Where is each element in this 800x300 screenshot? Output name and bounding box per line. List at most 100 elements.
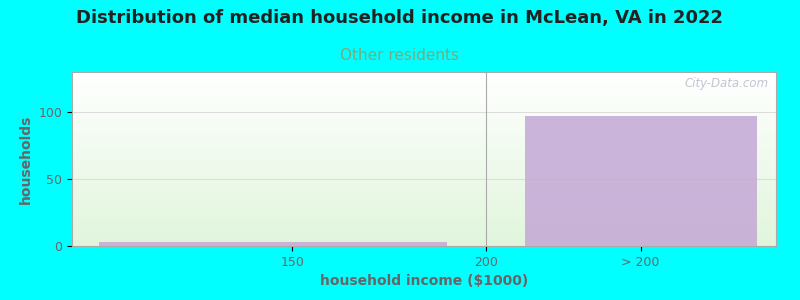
Bar xyxy=(72,139,776,140)
Bar xyxy=(72,79,776,80)
Bar xyxy=(72,132,776,133)
Bar xyxy=(72,199,776,200)
Bar xyxy=(72,168,776,169)
Bar xyxy=(72,170,776,171)
Bar xyxy=(72,177,776,178)
Bar xyxy=(72,184,776,185)
Bar xyxy=(72,217,776,218)
Bar xyxy=(72,228,776,229)
Bar xyxy=(72,81,776,82)
Bar xyxy=(72,161,776,162)
Bar xyxy=(72,187,776,188)
Bar xyxy=(72,220,776,221)
Bar xyxy=(72,115,776,116)
Bar xyxy=(72,141,776,142)
Bar xyxy=(72,209,776,210)
Bar xyxy=(72,121,776,122)
Bar xyxy=(72,223,776,224)
Bar xyxy=(72,207,776,208)
Bar xyxy=(525,116,757,246)
Bar xyxy=(72,186,776,187)
Bar xyxy=(72,231,776,232)
Bar xyxy=(72,174,776,175)
Bar xyxy=(72,175,776,176)
Bar xyxy=(72,198,776,199)
Bar xyxy=(72,226,776,227)
Bar xyxy=(72,242,776,243)
Bar xyxy=(72,182,776,183)
Bar xyxy=(72,206,776,207)
Bar xyxy=(72,123,776,124)
Bar xyxy=(72,215,776,216)
Bar xyxy=(72,133,776,134)
Bar xyxy=(72,130,776,131)
Bar xyxy=(72,128,776,129)
Bar xyxy=(72,143,776,144)
Bar xyxy=(72,178,776,179)
Bar xyxy=(72,109,776,110)
Bar xyxy=(72,107,776,108)
Bar xyxy=(72,211,776,212)
Bar xyxy=(72,73,776,74)
Bar xyxy=(72,120,776,121)
Bar xyxy=(72,76,776,77)
Bar xyxy=(72,147,776,148)
Bar xyxy=(72,129,776,130)
Bar xyxy=(72,104,776,105)
Bar xyxy=(72,189,776,190)
Bar xyxy=(72,118,776,119)
Text: Other residents: Other residents xyxy=(341,48,459,63)
Bar xyxy=(72,144,776,145)
Bar xyxy=(72,84,776,85)
Bar xyxy=(72,221,776,222)
Bar xyxy=(72,97,776,98)
Bar xyxy=(72,224,776,225)
Bar xyxy=(72,195,776,196)
Text: Distribution of median household income in McLean, VA in 2022: Distribution of median household income … xyxy=(77,9,723,27)
Bar xyxy=(72,230,776,231)
Bar xyxy=(72,162,776,163)
Bar xyxy=(72,114,776,115)
Bar xyxy=(72,243,776,244)
Bar xyxy=(72,233,776,234)
Bar xyxy=(72,122,776,123)
Bar xyxy=(72,196,776,197)
Bar xyxy=(72,171,776,172)
Bar xyxy=(72,85,776,86)
Bar xyxy=(72,148,776,149)
Bar xyxy=(72,201,776,202)
Bar xyxy=(72,225,776,226)
Bar xyxy=(72,89,776,90)
Bar xyxy=(72,164,776,165)
Bar xyxy=(72,191,776,192)
Bar xyxy=(72,136,776,137)
Bar xyxy=(99,242,447,246)
Bar xyxy=(72,179,776,180)
Bar xyxy=(72,194,776,195)
Bar xyxy=(72,205,776,206)
Text: City-Data.com: City-Data.com xyxy=(685,77,769,90)
Bar xyxy=(72,229,776,230)
Bar xyxy=(72,180,776,181)
Bar xyxy=(72,203,776,204)
Bar xyxy=(72,100,776,101)
Bar xyxy=(72,91,776,92)
Bar xyxy=(72,86,776,87)
Bar xyxy=(72,210,776,211)
Bar xyxy=(72,200,776,201)
Bar xyxy=(72,190,776,191)
Bar xyxy=(72,245,776,246)
Bar xyxy=(72,125,776,126)
Bar xyxy=(72,77,776,78)
Bar xyxy=(72,239,776,240)
Bar xyxy=(72,149,776,150)
Bar xyxy=(72,131,776,132)
Bar xyxy=(72,113,776,114)
Bar xyxy=(72,87,776,88)
Bar xyxy=(72,241,776,242)
Bar xyxy=(72,119,776,120)
Bar xyxy=(72,94,776,95)
Bar xyxy=(72,238,776,239)
Bar xyxy=(72,106,776,107)
Bar xyxy=(72,165,776,166)
